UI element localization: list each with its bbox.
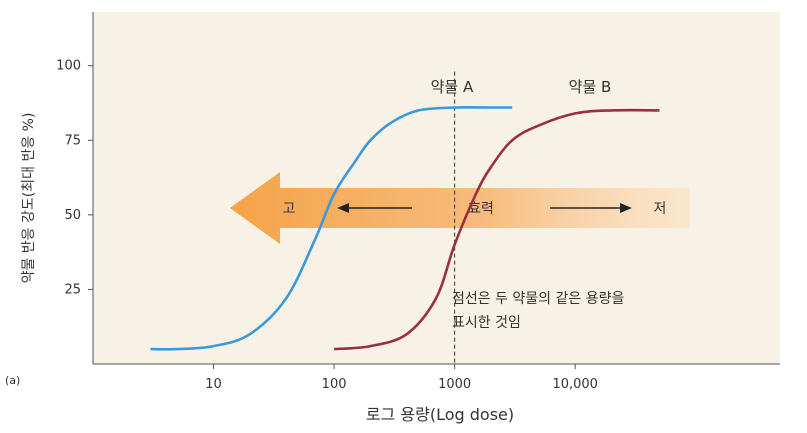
curve-drug-a bbox=[150, 105, 513, 351]
y-tick-label: 50 bbox=[64, 208, 81, 223]
x-tick-label: 10,000 bbox=[552, 377, 598, 392]
arrow-high-label: 고 bbox=[283, 201, 296, 217]
x-axis-title: 로그 용량(Log dose) bbox=[366, 405, 514, 424]
x-tick-label: 1000 bbox=[438, 377, 471, 392]
drug-b-label: 약물 B bbox=[569, 78, 612, 96]
note-line-1: 점선은 두 약물의 같은 용량을 bbox=[452, 291, 624, 307]
drug-a-label: 약물 A bbox=[431, 78, 474, 96]
potency-arrow bbox=[230, 172, 690, 244]
note-line-2: 표시한 것임 bbox=[452, 315, 521, 331]
y-ticks: 25 50 75 100 bbox=[56, 59, 93, 297]
panel-label: (a) bbox=[5, 374, 20, 387]
arrow-potency-label: 효력 bbox=[468, 201, 494, 217]
x-tick-label: 10 bbox=[205, 377, 222, 392]
y-axis-title: 약물 반응 강도(최대 반응 %) bbox=[21, 113, 37, 284]
arrow-left-small bbox=[337, 203, 412, 213]
y-tick-label: 75 bbox=[64, 133, 81, 148]
arrow-low-label: 저 bbox=[654, 201, 667, 217]
y-tick-label: 25 bbox=[64, 282, 81, 297]
curve-drug-b bbox=[333, 108, 660, 351]
x-tick-label: 100 bbox=[322, 377, 347, 392]
arrow-right-small bbox=[550, 203, 632, 213]
y-tick-label: 100 bbox=[56, 59, 81, 74]
x-ticks: 10 100 1000 10,000 bbox=[205, 364, 598, 392]
